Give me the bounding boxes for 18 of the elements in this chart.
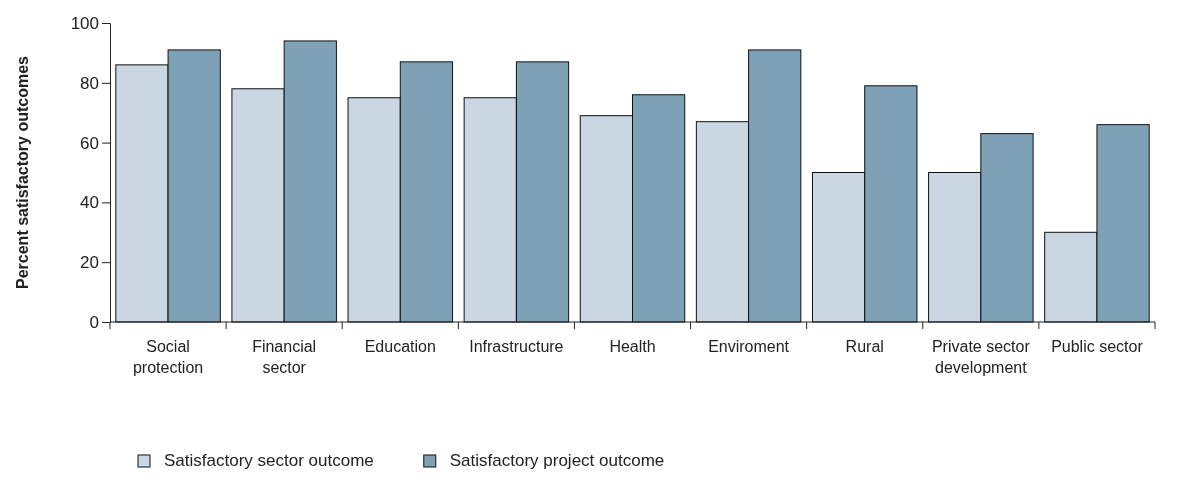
x-tick-label: Education	[364, 338, 436, 355]
x-tick-label: Public sector	[1051, 338, 1144, 355]
y-tick-label: 100	[70, 13, 99, 33]
x-tick-label: Financial sector	[252, 338, 317, 376]
legend-label: Satisfactory project outcome	[449, 451, 665, 470]
x-tick-label: Health	[609, 338, 656, 355]
legend-label: Satisfactory sector outcome	[164, 451, 374, 470]
x-tick-label: Private sector development	[931, 338, 1031, 376]
x-tick-label: Enviroment	[708, 338, 790, 355]
y-tick-label: 20	[80, 253, 99, 273]
y-tick-label: 0	[89, 312, 99, 332]
y-tick-label: 80	[80, 73, 99, 93]
x-tick-label: Rural	[845, 338, 884, 355]
y-axis-title: Percent satisfactory outcomes	[14, 55, 31, 289]
x-tick-label: Social protection	[132, 338, 204, 376]
y-tick-label: 60	[80, 133, 99, 153]
y-tick-label: 40	[80, 193, 99, 213]
x-tick-label: Infrastructure	[469, 338, 564, 355]
